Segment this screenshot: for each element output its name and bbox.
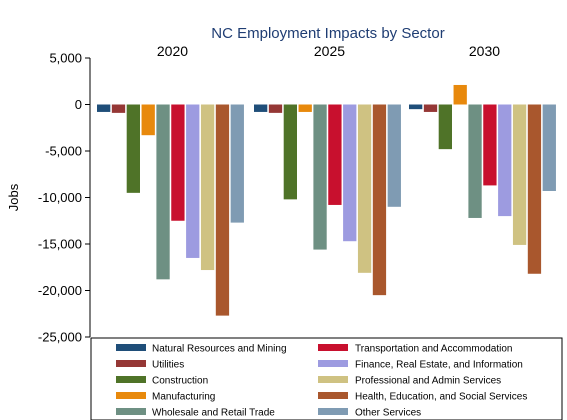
y-axis-label: Jobs: [6, 183, 21, 211]
bar-2025-9: [387, 104, 401, 207]
bar-2025-5: [328, 104, 342, 205]
legend-swatch-3: [116, 392, 146, 399]
bar-2025-8: [372, 104, 387, 296]
bar-2025-0: [254, 104, 268, 112]
legend-swatch-5: [318, 344, 348, 351]
legend-swatch-9: [318, 408, 348, 415]
bar-2020-5: [171, 104, 185, 221]
bar-2025-3: [298, 104, 312, 112]
panel-label-2020: 2020: [157, 43, 188, 59]
bar-2020-2: [126, 104, 140, 193]
bar-2025-2: [283, 104, 297, 200]
bar-2030-2: [438, 104, 452, 150]
panel-label-2025: 2025: [314, 43, 345, 59]
bar-2025-6: [343, 104, 357, 242]
bar-2030-6: [498, 104, 512, 217]
bar-2030-5: [483, 104, 497, 186]
bar-2020-6: [186, 104, 200, 258]
legend-label-3: Manufacturing: [152, 392, 215, 403]
bars: [97, 84, 556, 316]
legend-swatch-7: [318, 376, 348, 383]
y-tick-label: -25,000: [38, 330, 82, 345]
y-tick-label: -5,000: [45, 144, 82, 159]
bar-2020-9: [230, 104, 244, 223]
legend-label-0: Natural Resources and Mining: [152, 344, 287, 355]
legend-label-8: Health, Education, and Social Services: [355, 392, 527, 403]
legend-label-7: Professional and Admin Services: [355, 376, 501, 387]
bar-2020-8: [215, 104, 230, 316]
y-tick-label: -20,000: [38, 283, 82, 298]
bar-2030-4: [468, 104, 482, 218]
panel-labels: 2020 2025 2030: [157, 43, 500, 59]
bar-2030-1: [423, 104, 438, 112]
legend-label-5: Transportation and Accommodation: [355, 344, 513, 355]
bar-2020-7: [200, 104, 215, 271]
y-tick-label: 0: [75, 97, 82, 112]
bar-2020-4: [156, 104, 170, 280]
legend-swatch-4: [116, 408, 146, 415]
bar-2020-1: [111, 104, 126, 113]
legend-swatch-6: [318, 360, 348, 367]
legend: Natural Resources and Mining Utilities Con…: [90, 337, 563, 420]
y-tick-label: -10,000: [38, 190, 82, 205]
panel-label-2030: 2030: [469, 43, 500, 59]
y-tick-label: 5,000: [49, 51, 82, 66]
bar-2020-3: [141, 104, 155, 136]
y-tick-label: -15,000: [38, 237, 82, 252]
chart-title: NC Employment Impacts by Sector: [211, 25, 444, 42]
legend-label-9: Other Services: [355, 408, 421, 419]
bar-2020-0: [97, 104, 111, 112]
bar-2030-0: [409, 104, 423, 110]
legend-swatch-0: [116, 344, 146, 351]
legend-label-6: Finance, Real Estate, and Information: [355, 360, 523, 371]
bar-2030-9: [542, 104, 556, 191]
legend-swatch-1: [116, 360, 146, 367]
bar-2030-8: [527, 104, 542, 274]
bar-2025-1: [268, 104, 283, 113]
legend-swatch-2: [116, 376, 146, 383]
bar-2030-3: [453, 84, 467, 105]
legend-label-4: Wholesale and Retail Trade: [152, 408, 275, 419]
y-axis: 5,000 0 -5,000 -10,000 -15,000 -20,000 -25,000: [38, 51, 91, 345]
bar-2025-7: [357, 104, 372, 273]
bar-2025-4: [313, 104, 327, 250]
legend-label-1: Utilities: [152, 360, 184, 371]
legend-swatch-8: [318, 392, 348, 399]
legend-label-2: Construction: [152, 376, 208, 387]
bar-2030-7: [512, 104, 527, 245]
